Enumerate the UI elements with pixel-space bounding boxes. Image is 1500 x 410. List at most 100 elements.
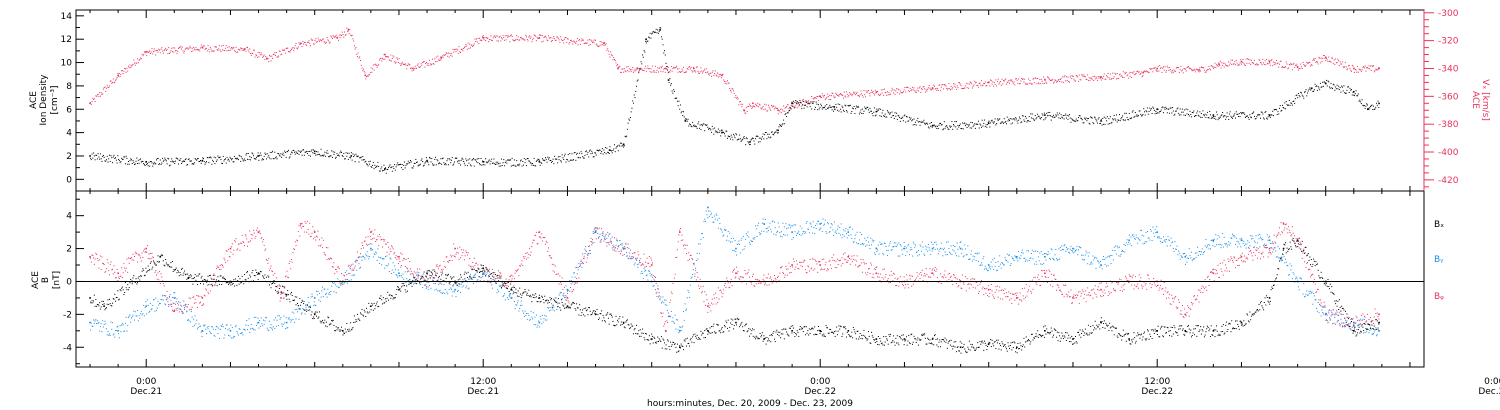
density-dot bbox=[883, 115, 885, 117]
bz-dot bbox=[175, 308, 177, 310]
vx-dot bbox=[1239, 62, 1241, 64]
vx-dot bbox=[1335, 58, 1337, 60]
density-dot bbox=[1065, 117, 1067, 119]
vx-dot bbox=[836, 94, 838, 96]
density-dot bbox=[231, 159, 233, 161]
bz-dot bbox=[449, 260, 451, 262]
density-dot bbox=[1015, 117, 1017, 119]
bz-dot bbox=[570, 283, 572, 285]
density-dot bbox=[492, 162, 494, 164]
density-dot bbox=[1367, 107, 1369, 109]
vx-dot bbox=[658, 67, 660, 69]
vx-dot bbox=[1218, 62, 1220, 64]
bz-dot bbox=[369, 235, 371, 237]
bz-dot bbox=[573, 289, 575, 291]
vx-dot bbox=[881, 92, 883, 94]
vx-dot bbox=[890, 90, 892, 92]
vx-dot bbox=[234, 50, 236, 52]
bz-dot bbox=[232, 253, 234, 255]
vx-dot bbox=[1140, 73, 1142, 75]
bz-dot bbox=[723, 285, 725, 287]
density-dot bbox=[489, 163, 491, 165]
density-dot bbox=[460, 159, 462, 161]
density-dot bbox=[290, 153, 292, 155]
density-dot bbox=[525, 159, 527, 161]
bz-dot bbox=[376, 239, 378, 241]
vx-dot bbox=[886, 94, 888, 96]
density-dot bbox=[476, 158, 478, 160]
bz-dot bbox=[371, 230, 373, 232]
bz-dot bbox=[855, 260, 857, 262]
vx-dot bbox=[172, 47, 174, 49]
bz-dot bbox=[98, 267, 100, 269]
vx-dot bbox=[892, 89, 894, 91]
density-dot bbox=[1003, 118, 1005, 120]
bz-dot bbox=[923, 275, 925, 277]
vx-dot bbox=[1308, 62, 1310, 64]
vx-dot bbox=[676, 68, 678, 70]
vx-dot bbox=[442, 56, 444, 58]
bz-dot bbox=[365, 236, 367, 238]
vx-dot bbox=[159, 49, 161, 51]
density-dot bbox=[284, 150, 286, 152]
vx-dot bbox=[643, 69, 645, 71]
bz-dot bbox=[403, 258, 405, 260]
vx-dot bbox=[1048, 78, 1050, 80]
bz-dot bbox=[289, 260, 291, 262]
vx-dot bbox=[1050, 79, 1052, 81]
density-dot bbox=[885, 116, 887, 118]
density-dot bbox=[620, 142, 622, 144]
vx-dot bbox=[1031, 83, 1033, 85]
density-dot bbox=[352, 153, 354, 155]
bz-dot bbox=[155, 270, 157, 272]
bz-dot bbox=[912, 283, 914, 285]
vx-dot bbox=[1044, 79, 1046, 81]
density-dot bbox=[494, 164, 496, 166]
vx-dot bbox=[947, 88, 949, 90]
density-dot bbox=[143, 163, 145, 165]
vx-dot bbox=[220, 51, 222, 53]
density-dot bbox=[926, 122, 928, 124]
density-dot bbox=[385, 167, 387, 169]
vx-dot bbox=[1258, 59, 1260, 61]
density-dot bbox=[140, 158, 142, 160]
density-dot bbox=[904, 114, 906, 116]
density-dot bbox=[917, 117, 919, 119]
density-dot bbox=[783, 119, 785, 121]
vx-dot bbox=[684, 71, 686, 73]
vx-dot bbox=[904, 87, 906, 89]
vx-dot bbox=[848, 95, 850, 97]
vx-dot bbox=[533, 34, 535, 36]
bz-dot bbox=[335, 268, 337, 270]
vx-dot bbox=[432, 58, 434, 60]
density-dot bbox=[951, 121, 953, 123]
vx-dot bbox=[1282, 66, 1284, 68]
vx-dot bbox=[102, 88, 104, 90]
bz-dot bbox=[349, 272, 351, 274]
density-dot bbox=[326, 150, 328, 152]
vx-dot bbox=[140, 57, 142, 59]
density-dot bbox=[874, 107, 876, 109]
bz-dot bbox=[953, 274, 955, 276]
density-dot bbox=[1349, 87, 1351, 89]
bz-point bbox=[89, 255, 91, 258]
density-dot bbox=[1012, 122, 1014, 124]
density-dot bbox=[864, 108, 866, 110]
vx-dot bbox=[246, 47, 248, 49]
bz-dot bbox=[124, 267, 126, 269]
vx-dot bbox=[674, 67, 676, 69]
bz-dot bbox=[819, 261, 821, 263]
density-dot bbox=[761, 136, 763, 138]
density-dot bbox=[415, 159, 417, 161]
density-dot bbox=[1362, 104, 1364, 106]
density-dot bbox=[974, 123, 976, 125]
bz-dot bbox=[324, 253, 326, 255]
vx-dot bbox=[823, 96, 825, 98]
vx-dot bbox=[801, 105, 803, 107]
density-dot bbox=[1184, 114, 1186, 116]
vx-dot bbox=[1232, 63, 1234, 65]
bz-dot bbox=[121, 276, 123, 278]
density-dot bbox=[343, 153, 345, 155]
vx-dot bbox=[745, 107, 747, 109]
bz-dot bbox=[719, 290, 721, 292]
